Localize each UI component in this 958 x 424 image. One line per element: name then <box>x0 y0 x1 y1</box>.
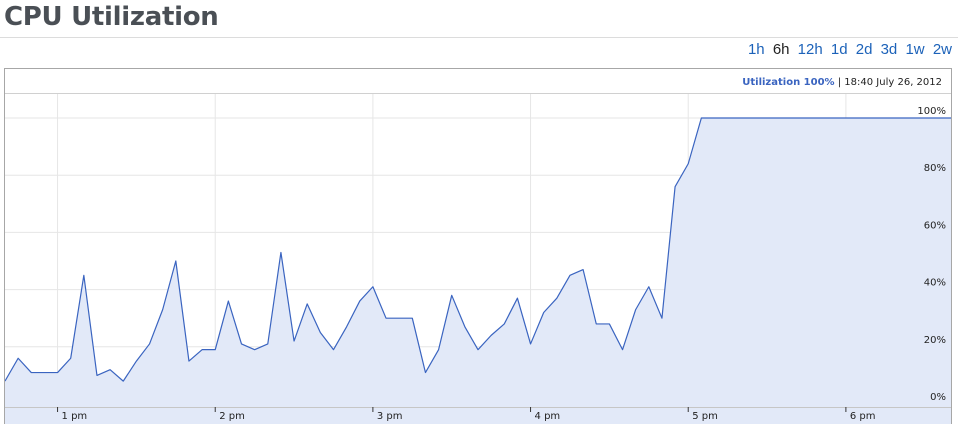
y-tick-label: 80% <box>924 163 946 174</box>
time-range-selector: 1h 6h 12h 1d 2d 3d 1w 2w <box>744 41 952 58</box>
x-tick-label: 1 pm <box>62 411 88 422</box>
range-12h-link[interactable]: 12h <box>797 41 823 58</box>
legend-timestamp: | 18:40 July 26, 2012 <box>835 77 942 88</box>
cpu-utilization-chart[interactable]: Utilization 100% | 18:40 July 26, 2012 0%… <box>5 69 951 424</box>
range-2d-link[interactable]: 2d <box>855 41 873 58</box>
y-tick-label: 60% <box>924 220 946 231</box>
legend-series-label: Utilization 100% <box>742 77 834 88</box>
y-tick-label: 100% <box>917 106 946 117</box>
legend: Utilization 100% | 18:40 July 26, 2012 <box>742 77 942 88</box>
range-3d-link[interactable]: 3d <box>880 41 898 58</box>
range-6h-link[interactable]: 6h <box>772 41 790 58</box>
x-tick-label: 3 pm <box>377 411 403 422</box>
area-fill <box>5 118 951 424</box>
range-1h-link[interactable]: 1h <box>747 41 765 58</box>
series-line <box>5 117 951 382</box>
x-tick-label: 4 pm <box>535 411 561 422</box>
x-tick-label: 6 pm <box>850 411 876 422</box>
page-title: CPU Utilization <box>4 2 219 32</box>
title-divider <box>0 37 958 38</box>
range-1w-link[interactable]: 1w <box>905 41 925 58</box>
y-tick-label: 0% <box>930 392 946 403</box>
x-tick-label: 2 pm <box>219 411 245 422</box>
y-tick-label: 40% <box>924 278 946 289</box>
range-2w-link[interactable]: 2w <box>932 41 952 58</box>
y-tick-label: 20% <box>924 335 946 346</box>
x-tick-label: 5 pm <box>692 411 718 422</box>
range-1d-link[interactable]: 1d <box>830 41 848 58</box>
chart-frame: Utilization 100% | 18:40 July 26, 2012 0%… <box>4 68 952 424</box>
